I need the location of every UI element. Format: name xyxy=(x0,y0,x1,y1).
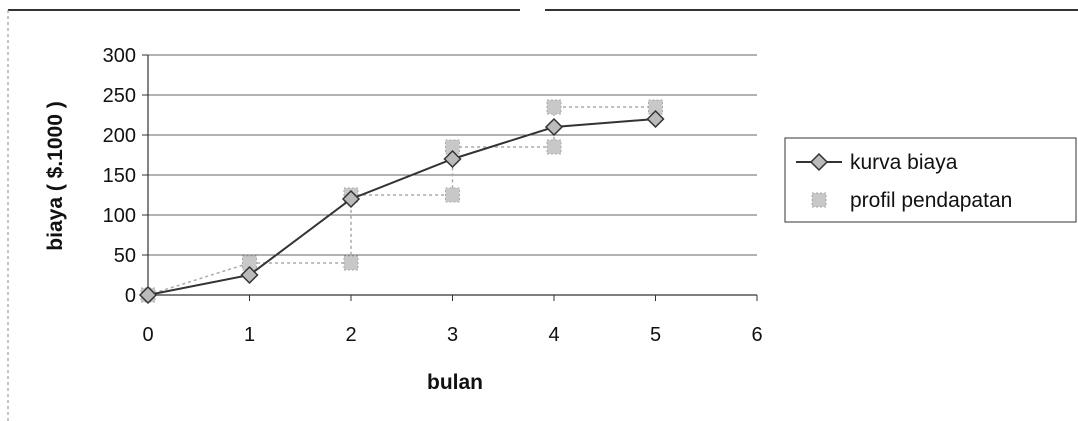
data-point-profil-pendapatan xyxy=(445,139,460,155)
data-point-kurva-biaya xyxy=(544,117,564,137)
data-point-kurva-biaya xyxy=(138,285,158,305)
gridlines xyxy=(142,54,757,296)
legend: kurva biaya profil pendapatan xyxy=(784,137,1077,223)
y-tick-label: 250 xyxy=(103,85,136,107)
x-tick-label: 1 xyxy=(244,324,255,346)
x-tick-label: 5 xyxy=(650,324,661,346)
y-tick-label: 300 xyxy=(103,45,136,67)
data-point-profil-pendapatan xyxy=(445,187,460,203)
x-tick-label: 0 xyxy=(142,324,153,346)
data-point-profil-pendapatan xyxy=(343,255,359,271)
data-point-profil-pendapatan xyxy=(648,99,663,115)
y-tick-label: 100 xyxy=(103,205,136,227)
data-point-kurva-biaya xyxy=(240,265,259,285)
series-layer xyxy=(138,99,665,305)
legend-label-kurva-biaya: kurva biaya xyxy=(850,151,958,174)
x-tick-label: 4 xyxy=(548,324,559,346)
series-line-kurva-biaya xyxy=(147,118,656,296)
y-tick-label: 0 xyxy=(125,285,136,307)
x-axis-title: bulan xyxy=(427,371,483,394)
data-point-profil-pendapatan xyxy=(546,99,562,115)
data-point-profil-pendapatan xyxy=(546,139,562,155)
x-tick-label: 3 xyxy=(447,324,458,346)
legend-marker-profil-pendapatan xyxy=(811,192,827,208)
data-point-kurva-biaya xyxy=(443,149,462,169)
legend-marker-kurva-biaya xyxy=(809,152,829,172)
y-tick-label: 50 xyxy=(114,245,136,267)
data-point-kurva-biaya xyxy=(646,109,665,129)
tick-labels: 0 50 100 150 200 250 300 0 1 2 3 4 5 6 xyxy=(103,45,763,346)
y-tick-label: 150 xyxy=(103,165,136,187)
y-axis-title: biaya ( $.1000 ) xyxy=(44,101,67,250)
data-point-kurva-biaya xyxy=(341,189,361,209)
x-tick-label: 2 xyxy=(345,324,356,346)
data-point-profil-pendapatan xyxy=(242,255,257,271)
legend-label-profil-pendapatan: profil pendapatan xyxy=(850,189,1012,212)
legend-box xyxy=(784,137,1077,223)
x-tick-label: 6 xyxy=(751,324,762,346)
y-tick-label: 200 xyxy=(103,125,136,147)
